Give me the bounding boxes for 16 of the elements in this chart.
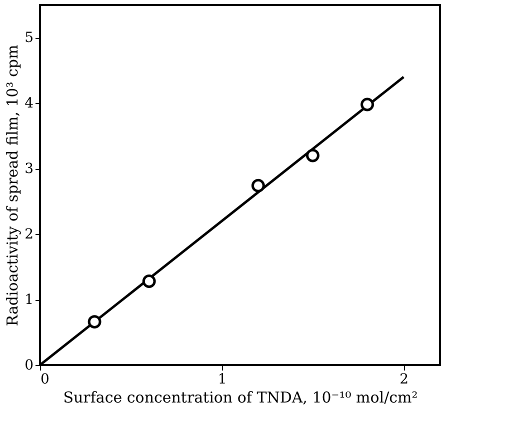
x-tick-label: 0 <box>40 372 50 388</box>
y-tick-label: 0 <box>24 358 34 374</box>
y-tick-label: 5 <box>24 30 34 46</box>
x-tick-label: 2 <box>400 372 409 388</box>
y-tick-label: 3 <box>24 161 34 178</box>
point <box>88 315 102 329</box>
y-axis-title: Radioactivity of spread film, 10³ cpm <box>4 44 22 326</box>
x-axis-title: Surface concentration of TNDA, 10⁻¹⁰ mol/cm² <box>63 388 418 406</box>
x-tick-label: 1 <box>218 372 227 388</box>
point <box>251 178 265 192</box>
point <box>142 274 156 288</box>
point <box>306 148 320 162</box>
y-tick-label: 1 <box>24 292 34 308</box>
y-tick-label: 4 <box>24 96 34 112</box>
y-tick-label: 2 <box>24 226 34 243</box>
point <box>360 98 374 112</box>
